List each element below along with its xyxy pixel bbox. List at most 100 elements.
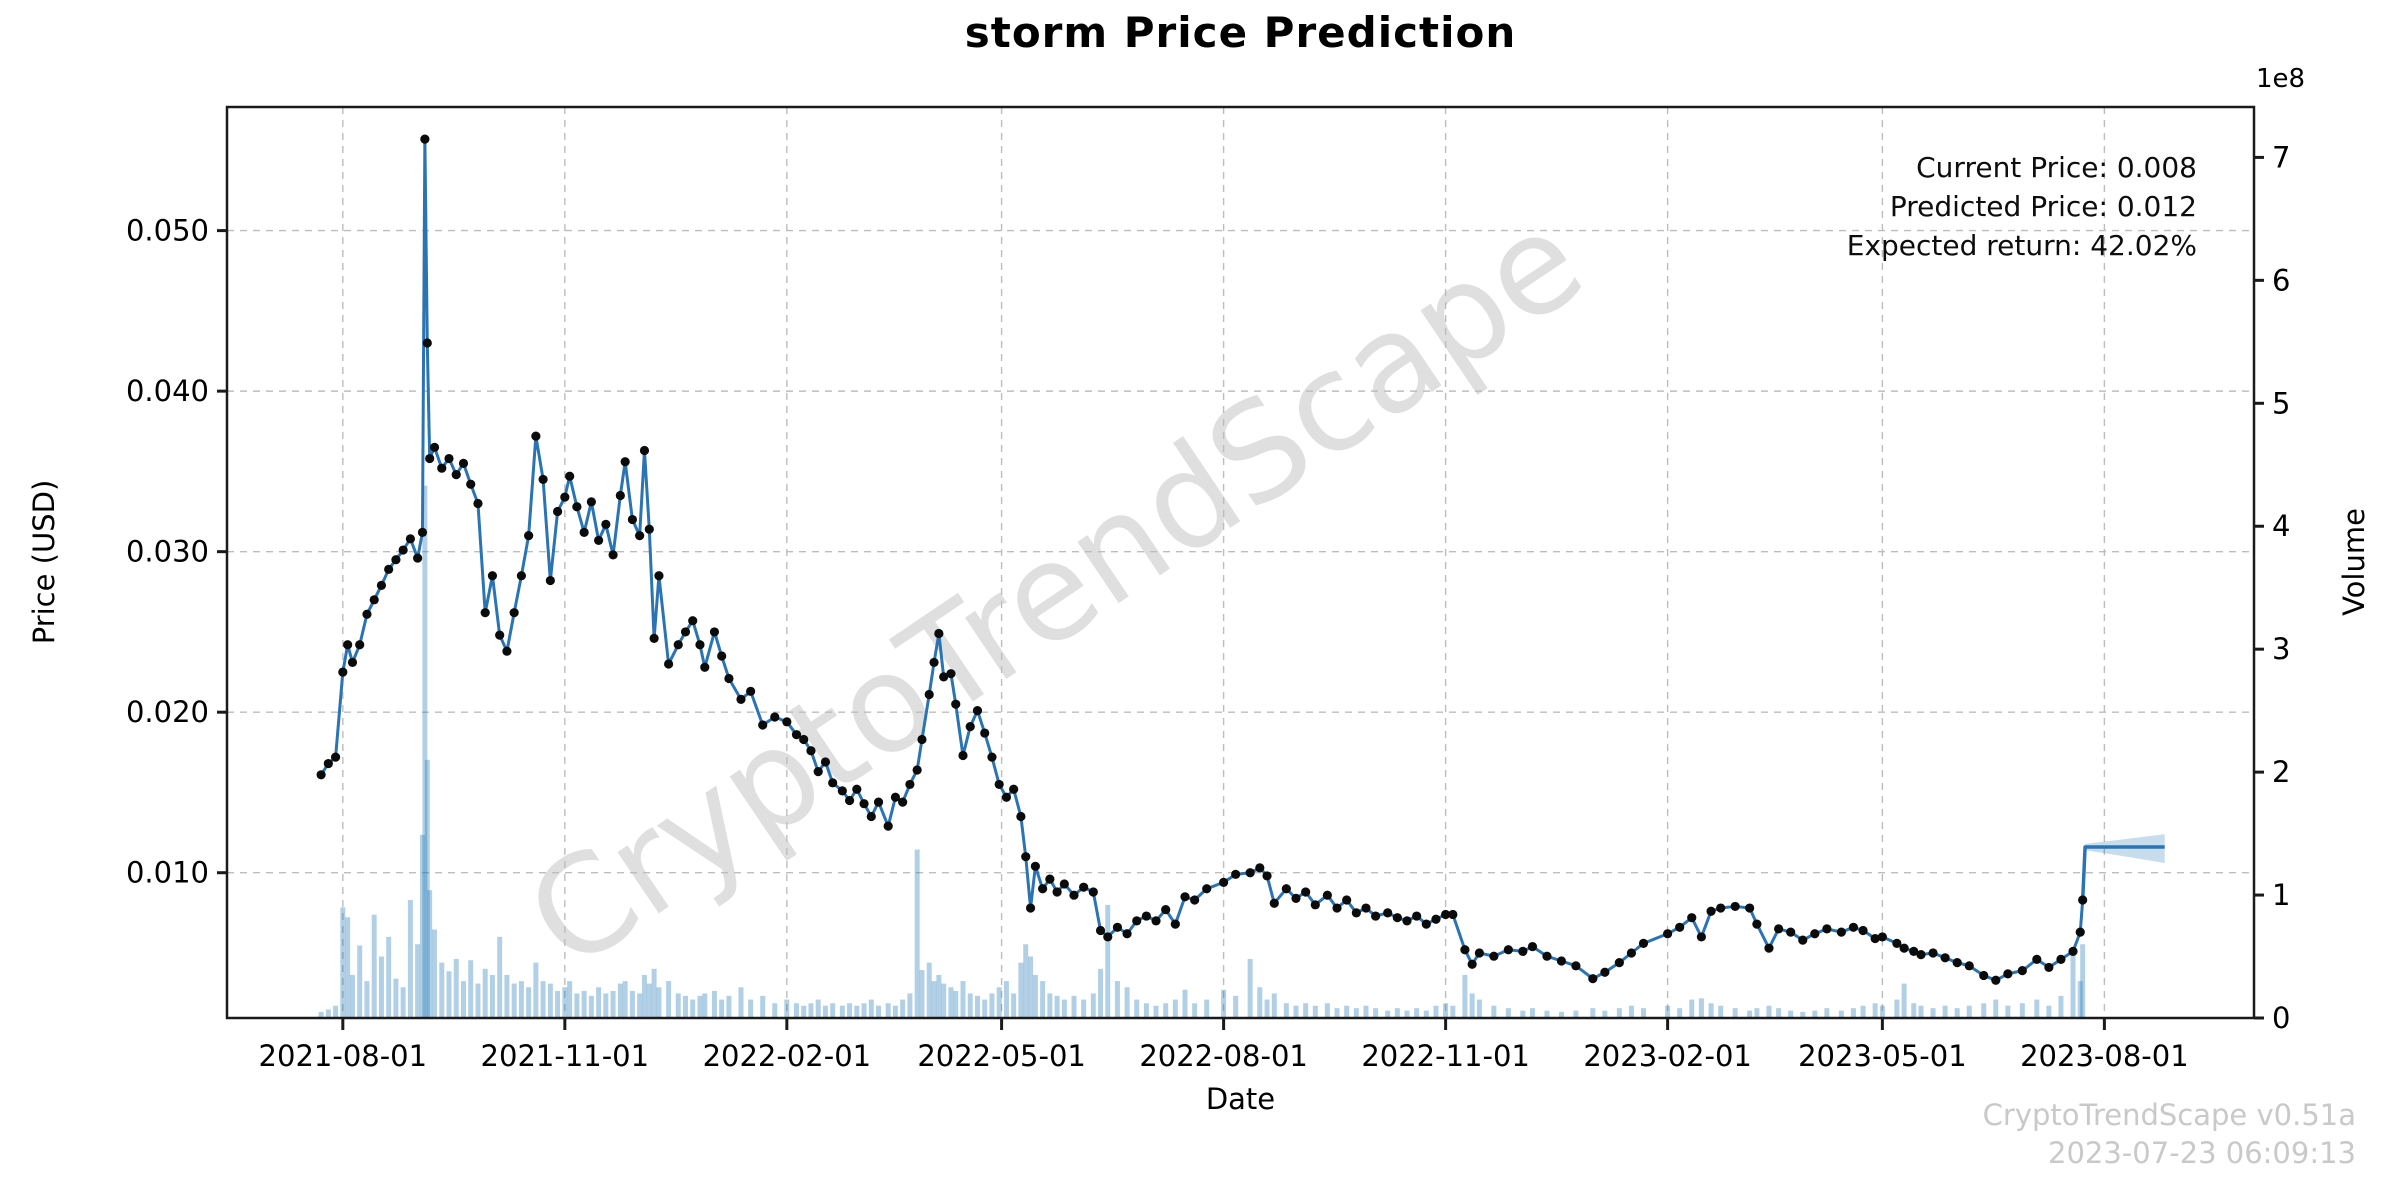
price-dot	[1716, 903, 1726, 913]
volume-bar	[1293, 1005, 1299, 1018]
volume-bar	[1800, 1011, 1806, 1018]
volume-bar	[574, 993, 580, 1018]
price-dot	[1810, 929, 1820, 939]
volume-bar	[907, 993, 913, 1018]
volume-bar	[1747, 1010, 1753, 1018]
price-dot	[480, 608, 490, 618]
price-dot	[987, 752, 997, 762]
volume-bar	[1385, 1010, 1391, 1018]
price-dot	[1745, 903, 1755, 913]
price-dot	[1383, 908, 1393, 918]
volume-bar	[1071, 995, 1077, 1018]
price-dot	[1245, 868, 1255, 878]
price-dot	[782, 717, 792, 727]
volume-bar	[378, 956, 384, 1018]
volume-bar	[422, 485, 428, 1018]
volume-bar	[726, 995, 732, 1018]
volume-bar	[1172, 999, 1178, 1018]
price-tick-label: 0.030	[126, 535, 209, 569]
price-dot	[1916, 949, 1926, 960]
price-dot	[1030, 861, 1040, 871]
volume-bar	[1204, 999, 1210, 1018]
price-dot	[560, 492, 570, 502]
price-dot	[820, 757, 831, 767]
volume-bar	[1394, 1008, 1400, 1018]
prediction-line-layer	[2080, 845, 2165, 901]
volume-bar	[1283, 1003, 1289, 1018]
price-dot	[746, 686, 756, 696]
price-dot	[1088, 887, 1098, 897]
volume-bar	[453, 958, 459, 1018]
price-dot	[369, 595, 379, 605]
volume-bar	[822, 1005, 828, 1018]
volume-bar	[801, 1005, 807, 1018]
price-dot	[376, 580, 387, 590]
price-dot	[663, 659, 674, 669]
price-dot	[1151, 916, 1161, 926]
volume-bar	[1788, 1010, 1794, 1018]
volume-bar	[622, 981, 628, 1018]
price-dot	[917, 734, 927, 745]
volume-bar	[1028, 956, 1034, 1018]
volume-bar	[1163, 1003, 1169, 1018]
volume-bar	[1324, 1003, 1330, 1018]
price-dot	[1518, 946, 1528, 956]
price-dot	[1190, 895, 1200, 905]
price-dot	[946, 669, 956, 679]
price-dot	[1909, 946, 1919, 956]
volume-bar	[1628, 1005, 1634, 1018]
volume-bar	[702, 993, 708, 1018]
price-dot	[972, 705, 983, 716]
volume-bar	[868, 999, 874, 1018]
volume-bar	[1776, 1008, 1782, 1018]
expected-return-text: Expected return: 42.02%	[1846, 229, 2197, 262]
volume-bar	[1247, 958, 1253, 1018]
volume-bar	[1469, 993, 1475, 1018]
price-dot	[355, 640, 365, 650]
price-dot	[644, 524, 654, 534]
price-dot	[466, 479, 476, 489]
volume-bar	[2058, 995, 2064, 1018]
price-dot	[1441, 909, 1451, 920]
price-dot	[458, 458, 469, 468]
price-dot	[398, 545, 408, 555]
volume-bar	[1363, 1005, 1369, 1018]
price-dot	[695, 640, 705, 650]
volume-bar	[1271, 993, 1277, 1018]
price-dot	[516, 571, 526, 581]
price-dot	[608, 550, 618, 560]
volume-bar	[1590, 1008, 1596, 1018]
volume-bar	[1966, 1005, 1972, 1018]
volume-bar	[2005, 1005, 2011, 1018]
volume-bar	[926, 962, 932, 1018]
price-dot	[627, 514, 638, 525]
price-dot	[572, 502, 582, 512]
price-dot	[2056, 954, 2066, 965]
price-dot	[1322, 890, 1332, 900]
price-dot	[1892, 938, 1902, 948]
price-dot	[1460, 945, 1470, 955]
price-dot	[799, 734, 809, 745]
volume-bar	[427, 890, 433, 1018]
volume-bar	[1838, 1010, 1844, 1018]
price-dot	[1095, 925, 1106, 936]
volume-bar	[1303, 1003, 1309, 1018]
volume-bar	[641, 974, 647, 1018]
volume-bar	[1153, 1005, 1159, 1018]
volume-bar	[1344, 1005, 1350, 1018]
volume-bar	[318, 1011, 324, 1018]
volume-bar	[533, 962, 539, 1018]
x-tick-label: 2023-05-01	[1798, 1039, 1967, 1073]
volume-bar	[2080, 944, 2086, 1018]
price-dot	[1009, 784, 1019, 794]
volume-bar	[596, 987, 602, 1018]
price-dot	[994, 779, 1004, 790]
volume-bar	[1911, 1003, 1917, 1018]
price-dot	[2017, 966, 2027, 976]
volume-bar	[1640, 1008, 1646, 1018]
volume-bar	[345, 917, 351, 1018]
prediction-line	[2080, 845, 2165, 901]
volume-bar	[1105, 904, 1111, 1018]
price-tick-label: 0.050	[126, 214, 209, 248]
